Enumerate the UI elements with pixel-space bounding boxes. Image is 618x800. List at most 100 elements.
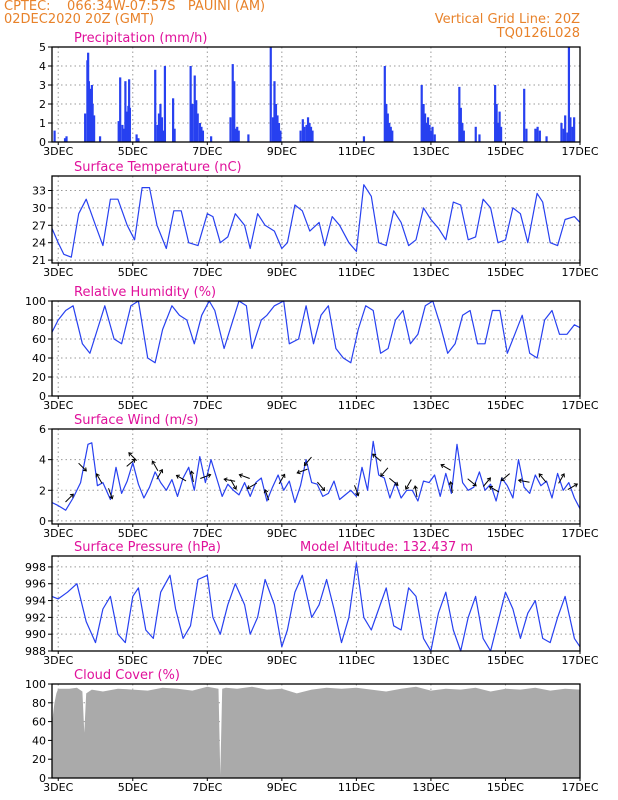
model-altitude-label: Model Altitude: 132.437 m xyxy=(300,540,473,555)
x-tick-label: 5DEC xyxy=(118,527,148,540)
y-tick-label: 0 xyxy=(39,515,46,528)
series-line xyxy=(51,300,581,364)
x-tick-label: 5DEC xyxy=(118,145,148,158)
y-tick-label: 992 xyxy=(25,611,46,624)
y-tick-label: 4 xyxy=(39,454,46,467)
precip-bar xyxy=(229,117,232,142)
wind-arrow xyxy=(440,463,451,471)
wind-arrow xyxy=(128,452,138,461)
series-line xyxy=(51,184,581,258)
y-tick-label: 80 xyxy=(32,697,46,710)
x-tick-label: 7DEC xyxy=(192,654,222,667)
wind-arrow-head xyxy=(223,477,228,483)
wind-arrow-head xyxy=(320,487,326,492)
x-tick-label: 3DEC xyxy=(43,266,73,279)
panel-4: Surface Pressure (hPa) Model Altitude: 13… xyxy=(25,540,599,667)
wind-arrow-head xyxy=(448,481,454,486)
precip-bar xyxy=(128,107,131,142)
wind-arrow xyxy=(78,462,87,472)
wind-arrow-shaft xyxy=(126,458,136,467)
precip-bar xyxy=(195,100,198,142)
wind-arrow xyxy=(380,467,389,477)
precip-bar xyxy=(525,128,528,142)
x-tick-label: 7DEC xyxy=(192,399,222,412)
precip-bar xyxy=(119,77,122,142)
precip-bar xyxy=(309,126,313,142)
y-tick-label: 100 xyxy=(25,295,46,308)
precip-bar xyxy=(462,130,465,142)
x-tick-label: 7DEC xyxy=(192,781,222,794)
x-tick-label: 3DEC xyxy=(43,654,73,667)
x-tick-label: 15DEC xyxy=(487,266,524,279)
wind-arrow-head xyxy=(128,452,133,457)
wind-arrow-head xyxy=(394,481,399,486)
wind-arrow-shaft xyxy=(518,479,530,483)
precip-bar xyxy=(273,81,276,142)
wind-arrow-head xyxy=(380,472,385,477)
x-tick-label: 17DEC xyxy=(561,781,598,794)
y-tick-label: 6 xyxy=(39,423,46,436)
x-tick-label: 15DEC xyxy=(487,399,524,412)
precip-bar xyxy=(386,113,389,142)
wind-arrow-head xyxy=(158,468,164,474)
wind-arrow-head xyxy=(355,492,360,497)
x-tick-label: 15DEC xyxy=(487,145,524,158)
precip-bar xyxy=(564,115,567,142)
wind-arrow xyxy=(567,483,579,491)
series-line xyxy=(51,562,581,652)
precip-bar xyxy=(567,47,571,142)
wind-arrow xyxy=(467,478,477,487)
precip-bar xyxy=(193,75,196,142)
precip-bar xyxy=(154,69,157,142)
wind-arrow xyxy=(482,477,491,487)
x-tick-label: 11DEC xyxy=(338,781,375,794)
x-tick-label: 3DEC xyxy=(43,145,73,158)
wind-arrow-head xyxy=(109,495,114,500)
wind-arrow-shaft xyxy=(405,479,412,490)
wind-arrow-head xyxy=(538,473,543,478)
model-id: TQ0126L028 xyxy=(496,26,580,41)
precip-bar xyxy=(299,130,302,142)
wind-arrow-head xyxy=(560,473,565,478)
y-tick-label: 30 xyxy=(32,202,46,215)
panel-title: Surface Pressure (hPa) xyxy=(74,540,221,555)
x-tick-label: 11DEC xyxy=(338,399,375,412)
wind-arrow xyxy=(278,473,286,485)
y-tick-label: 27 xyxy=(32,219,46,232)
precip-bar xyxy=(420,85,423,142)
x-tick-label: 15DEC xyxy=(487,527,524,540)
wind-arrow-shaft xyxy=(200,474,211,479)
wind-arrow-shaft xyxy=(239,474,250,479)
precip-bar xyxy=(236,126,239,142)
wind-arrow-head xyxy=(296,469,301,475)
wind-arrow-shaft xyxy=(108,488,113,499)
panel-frame xyxy=(51,175,581,264)
precip-bar xyxy=(536,126,539,142)
x-tick-label: 11DEC xyxy=(338,654,375,667)
wind-arrow-shaft xyxy=(190,471,194,483)
wind-arrow xyxy=(354,485,360,497)
wind-arrow xyxy=(189,470,195,483)
precip-bar xyxy=(233,81,236,142)
wind-arrow xyxy=(517,478,530,484)
wind-arrow-head xyxy=(207,473,212,478)
x-tick-label: 3DEC xyxy=(43,527,73,540)
x-tick-label: 9DEC xyxy=(267,781,297,794)
y-tick-label: 5 xyxy=(39,41,46,54)
wind-arrow xyxy=(200,473,212,479)
x-tick-label: 13DEC xyxy=(412,654,449,667)
wind-arrow-head xyxy=(486,477,491,482)
precip-bar xyxy=(231,64,234,142)
wind-arrow-head xyxy=(517,478,523,484)
panel-5: Cloud Cover (%) 0 20 40 60 80 100 3DEC 5DEC 7DEC 9… xyxy=(25,668,599,794)
precip-bar xyxy=(461,123,464,142)
x-tick-label: 17DEC xyxy=(561,399,598,412)
wind-arrow-shaft xyxy=(558,473,565,484)
precip-bar xyxy=(545,136,548,142)
grid-line-note: Vertical Grid Line: 20Z xyxy=(434,12,580,27)
precip-bar xyxy=(423,113,427,142)
y-tick-label: 2 xyxy=(39,98,46,111)
wind-arrow-head xyxy=(175,474,180,479)
panel-frame xyxy=(51,300,581,397)
x-tick-label: 5DEC xyxy=(118,781,148,794)
